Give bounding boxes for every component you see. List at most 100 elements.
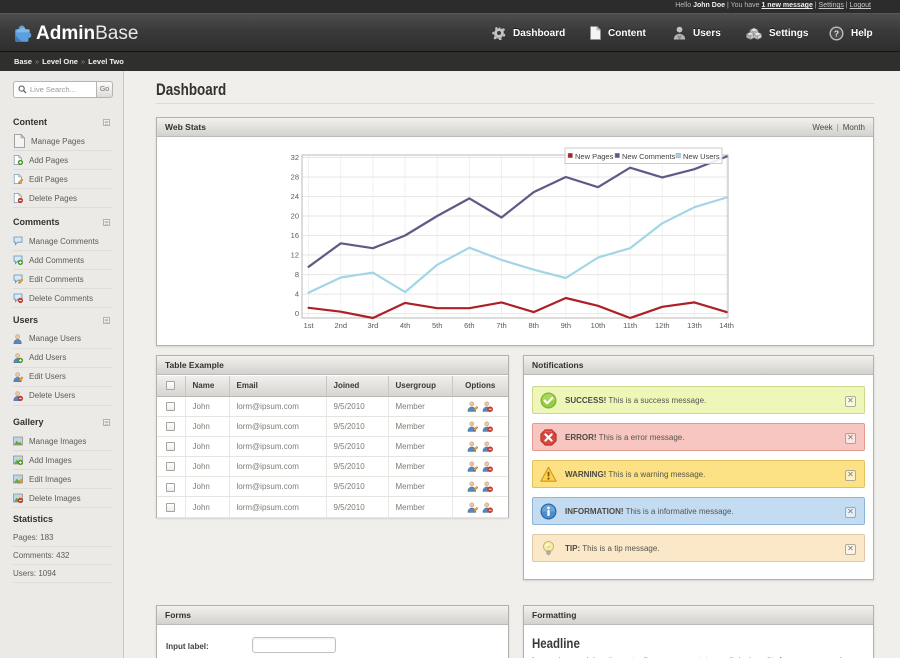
svg-text:8th: 8th xyxy=(528,321,538,330)
row-checkbox[interactable] xyxy=(166,482,176,492)
user-edit-icon[interactable] xyxy=(467,401,479,412)
text-input[interactable] xyxy=(252,637,336,653)
svg-text:13th: 13th xyxy=(687,321,702,330)
error-icon xyxy=(540,428,557,446)
svg-text:?: ? xyxy=(834,28,839,38)
nav-item-users[interactable]: Users xyxy=(673,14,721,52)
user-delete-icon[interactable] xyxy=(482,461,494,473)
close-icon[interactable]: ✕ xyxy=(845,543,856,555)
column-header-usergroup[interactable]: Usergroup xyxy=(388,376,453,397)
row-checkbox[interactable] xyxy=(166,442,176,452)
logout-link[interactable]: Logout xyxy=(849,2,871,9)
sidebar-item-delete-images[interactable]: Delete Images xyxy=(13,489,112,508)
sidebar-item-edit-comments[interactable]: Edit Comments xyxy=(13,270,112,289)
sidebar-item-delete-pages[interactable]: Delete Pages xyxy=(13,189,112,208)
user-delete-icon[interactable] xyxy=(482,421,494,432)
list-icon[interactable] xyxy=(103,316,110,326)
user-delete-icon[interactable] xyxy=(482,441,494,452)
nav-item-dashboard[interactable]: Dashboard xyxy=(492,14,565,52)
list-icon[interactable] xyxy=(103,118,110,128)
webstats-header: Web Stats Week | Month xyxy=(157,118,873,137)
sidebar-stat: Comments: 432 xyxy=(13,547,112,566)
week-link[interactable]: Week xyxy=(812,122,833,132)
row-checkbox[interactable] xyxy=(166,401,176,411)
search-input[interactable]: Live Search... xyxy=(13,81,96,98)
table-row: John lorm@ipsum.com 9/5/2010 Member xyxy=(157,476,508,498)
list-icon[interactable] xyxy=(103,418,110,428)
cell-joined: 9/5/2010 xyxy=(326,436,389,458)
sidebar-item-add-pages[interactable]: Add Pages xyxy=(13,151,112,170)
boxes-icon xyxy=(746,26,762,40)
table-row: John lorm@ipsum.com 9/5/2010 Member xyxy=(157,496,508,518)
breadcrumb-item[interactable]: Level One xyxy=(42,57,78,66)
sidebar-item-edit-users[interactable]: Edit Users xyxy=(13,368,112,387)
row-checkbox[interactable] xyxy=(166,462,176,472)
user-edit-icon[interactable] xyxy=(467,421,479,432)
top-user-bar: Hello John Doe | You have 1 new message … xyxy=(0,0,900,13)
svg-text:28: 28 xyxy=(291,173,299,182)
paragraph-link[interactable]: aliquam xyxy=(639,655,669,658)
breadcrumb: Base» Level One» Level Two xyxy=(0,52,900,71)
select-all-checkbox[interactable] xyxy=(166,381,176,391)
svg-text:New Pages: New Pages xyxy=(575,152,614,161)
svg-text:3rd: 3rd xyxy=(367,321,378,330)
image-delete-icon xyxy=(13,493,23,503)
cell-email: lorm@ipsum.com xyxy=(229,396,327,417)
column-header-email[interactable]: Email xyxy=(229,376,327,397)
notice-success: SUCCESS! This is a success message. ✕ xyxy=(532,386,865,414)
close-icon[interactable]: ✕ xyxy=(845,432,856,444)
nav-label: Settings xyxy=(769,27,809,39)
main-content: Dashboard Web Stats Week | Month 0 4 8 12 16… xyxy=(125,71,900,658)
sidebar-item-delete-comments[interactable]: Delete Comments xyxy=(13,289,112,308)
row-checkbox[interactable] xyxy=(166,421,176,431)
svg-text:2nd: 2nd xyxy=(334,321,347,330)
sidebar-item-manage-users[interactable]: Manage Users xyxy=(13,330,112,349)
column-header-options[interactable]: Options xyxy=(452,376,508,397)
user-delete-icon[interactable] xyxy=(482,401,494,412)
sidebar-item-delete-users[interactable]: Delete Users xyxy=(13,387,112,406)
gear-icon xyxy=(492,26,506,40)
sidebar-item-edit-images[interactable]: Edit Images xyxy=(13,470,112,489)
nav-item-help[interactable]: ? Help xyxy=(829,14,873,52)
sidebar-item-add-images[interactable]: Add Images xyxy=(13,451,112,470)
user-edit-icon[interactable] xyxy=(467,461,479,472)
svg-text:8: 8 xyxy=(295,270,299,279)
search-go-button[interactable]: Go xyxy=(96,81,113,98)
sidebar-item-add-comments[interactable]: Add Comments xyxy=(13,251,112,270)
user-delete-icon[interactable] xyxy=(482,502,494,513)
user-edit-icon[interactable] xyxy=(467,502,479,513)
cell-usergroup: Member xyxy=(388,396,453,417)
column-header-joined[interactable]: Joined xyxy=(326,376,389,397)
sidebar-item-manage-comments[interactable]: Manage Comments xyxy=(13,232,112,251)
user-delete-icon[interactable] xyxy=(482,481,494,493)
nav-item-settings[interactable]: Settings xyxy=(746,14,808,52)
nav-item-content[interactable]: Content xyxy=(589,14,646,52)
column-header-name[interactable]: Name xyxy=(185,376,230,397)
webstats-panel: Web Stats Week | Month 0 4 8 12 16 20 24 28 32 1s… xyxy=(156,117,874,346)
user-name: John Doe xyxy=(693,2,725,9)
list-icon[interactable] xyxy=(103,218,110,228)
close-icon[interactable]: ✕ xyxy=(845,506,856,518)
new-message-link[interactable]: 1 new message xyxy=(761,2,813,9)
settings-link[interactable]: Settings xyxy=(818,2,844,9)
row-checkbox-cell xyxy=(157,456,186,478)
sidebar-item-edit-pages[interactable]: Edit Pages xyxy=(13,170,112,189)
close-icon[interactable]: ✕ xyxy=(845,469,856,481)
svg-text:6th: 6th xyxy=(464,321,474,330)
user-edit-icon[interactable] xyxy=(467,481,479,492)
breadcrumb-item[interactable]: Level Two xyxy=(88,57,124,66)
sidebar-item-manage-images[interactable]: Manage Images xyxy=(13,432,112,451)
svg-text:12: 12 xyxy=(291,251,299,260)
brand-logo[interactable]: AdminBase xyxy=(13,21,138,47)
month-link[interactable]: Month xyxy=(842,122,865,132)
sidebar-item-add-users[interactable]: Add Users xyxy=(13,349,112,368)
close-icon[interactable]: ✕ xyxy=(845,395,856,407)
sidebar-item-manage-pages[interactable]: Manage Pages xyxy=(13,132,112,151)
user-edit-icon[interactable] xyxy=(467,441,479,452)
row-checkbox[interactable] xyxy=(166,502,176,512)
svg-text:14th: 14th xyxy=(719,321,734,330)
forms-header: Forms xyxy=(157,606,508,625)
tip-icon xyxy=(540,540,557,557)
breadcrumb-item[interactable]: Base xyxy=(14,57,32,66)
person-icon xyxy=(13,333,23,344)
